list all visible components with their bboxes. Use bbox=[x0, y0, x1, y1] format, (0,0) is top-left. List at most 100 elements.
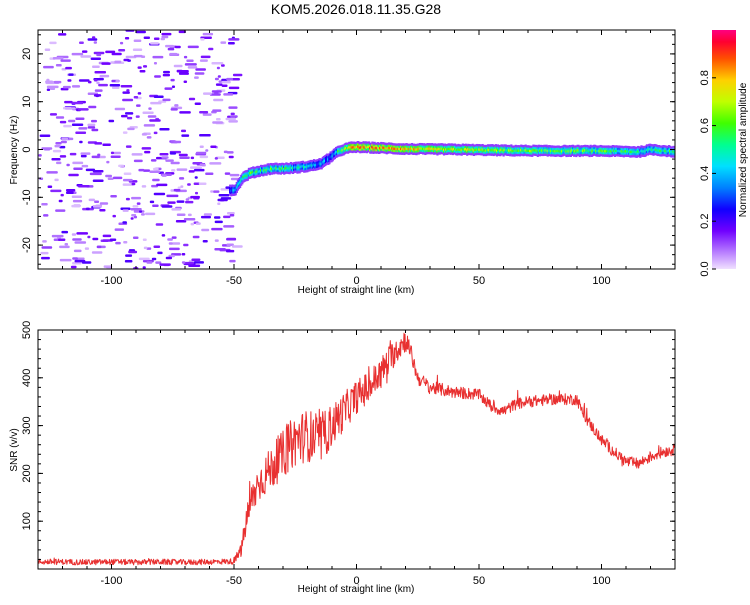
noise-speckle bbox=[169, 52, 178, 56]
noise-speckle bbox=[55, 116, 65, 119]
ridge-core bbox=[564, 149, 567, 152]
ridge-core bbox=[616, 149, 619, 153]
ridge-core bbox=[607, 149, 610, 153]
ridge-core bbox=[653, 148, 656, 151]
noise-speckle bbox=[108, 119, 115, 123]
ridge-core bbox=[449, 148, 452, 151]
noise-speckle bbox=[113, 151, 121, 155]
noise-speckle bbox=[221, 64, 225, 67]
noise-speckle bbox=[179, 177, 185, 180]
ridge-core bbox=[433, 148, 436, 151]
ridge-core bbox=[571, 149, 575, 152]
noise-speckle bbox=[121, 114, 128, 118]
noise-speckle bbox=[133, 159, 143, 163]
noise-speckle bbox=[120, 165, 125, 168]
ridge-core bbox=[671, 150, 674, 154]
noise-speckle bbox=[191, 258, 201, 261]
noise-speckle bbox=[122, 183, 134, 186]
ridge-core bbox=[626, 150, 629, 153]
snr-y-tick-label: 100 bbox=[21, 512, 33, 530]
ridge-core bbox=[489, 148, 492, 151]
noise-speckle bbox=[92, 237, 99, 241]
noise-speckle bbox=[125, 197, 130, 201]
noise-speckle bbox=[145, 212, 156, 216]
ridge-core bbox=[348, 146, 351, 149]
ridge-core bbox=[355, 145, 359, 149]
ridge-core bbox=[241, 177, 244, 181]
ridge-core bbox=[254, 171, 257, 174]
noise-speckle bbox=[202, 32, 214, 36]
noise-speckle bbox=[195, 68, 206, 71]
ridge-core bbox=[288, 167, 291, 170]
noise-speckle bbox=[150, 101, 162, 105]
ridge-core bbox=[522, 149, 525, 152]
noise-speckle bbox=[123, 172, 132, 175]
noise-speckle bbox=[174, 104, 179, 107]
noise-speckle bbox=[194, 176, 198, 179]
ridge-core bbox=[632, 150, 635, 153]
ridge-core bbox=[639, 151, 642, 154]
noise-speckle bbox=[180, 185, 184, 188]
ridge-core bbox=[308, 164, 311, 168]
ridge-core bbox=[337, 150, 340, 153]
noise-speckle bbox=[139, 210, 143, 213]
noise-speckle bbox=[199, 134, 211, 137]
noise-speckle bbox=[153, 245, 161, 248]
noise-speckle bbox=[171, 242, 181, 245]
ridge-core bbox=[295, 165, 298, 169]
ridge-core bbox=[565, 150, 568, 153]
ridge-core bbox=[602, 149, 606, 153]
snr-x-tick-label: 50 bbox=[473, 575, 485, 587]
noise-speckle bbox=[56, 161, 62, 165]
ridge-core bbox=[385, 147, 388, 151]
noise-speckle bbox=[99, 74, 110, 78]
noise-speckle bbox=[110, 151, 115, 155]
noise-speckle bbox=[110, 194, 117, 198]
ridge-core bbox=[536, 150, 539, 153]
ridge-core bbox=[581, 149, 585, 153]
ridge-core bbox=[299, 165, 302, 168]
ridge-core bbox=[437, 147, 440, 150]
ridge-core bbox=[263, 168, 266, 172]
ridge-core bbox=[545, 148, 548, 152]
ridge-core bbox=[311, 164, 314, 167]
colorbar-label: Normalized spectral amplitude bbox=[738, 82, 749, 217]
ridge-core bbox=[376, 146, 380, 149]
noise-speckle bbox=[229, 173, 240, 177]
noise-speckle bbox=[65, 66, 72, 70]
ridge-core bbox=[527, 149, 531, 153]
ridge-core bbox=[499, 149, 502, 152]
ridge-core bbox=[339, 149, 342, 153]
noise-speckle bbox=[125, 145, 132, 148]
ridge-core bbox=[237, 182, 241, 185]
noise-speckle bbox=[135, 30, 146, 34]
ridge-core bbox=[514, 149, 517, 152]
noise-speckle bbox=[79, 140, 83, 144]
ridge-core bbox=[591, 149, 595, 152]
ridge-core bbox=[257, 170, 260, 173]
noise-speckle bbox=[210, 190, 214, 193]
noise-speckle bbox=[84, 247, 90, 250]
ridge-core bbox=[354, 146, 357, 149]
ridge-core bbox=[497, 148, 500, 152]
noise-speckle bbox=[214, 77, 219, 81]
ridge-core bbox=[579, 149, 582, 153]
ridge-core bbox=[377, 147, 381, 150]
ridge-core bbox=[652, 149, 655, 152]
ridge-core bbox=[474, 148, 478, 152]
noise-speckle bbox=[68, 173, 79, 177]
ridge-core bbox=[597, 149, 600, 153]
noise-speckle bbox=[220, 197, 232, 200]
noise-speckle bbox=[213, 98, 224, 102]
ridge-core bbox=[329, 155, 332, 159]
snr-y-tick-label: 200 bbox=[21, 464, 33, 482]
noise-speckle bbox=[152, 178, 160, 182]
ridge-core bbox=[660, 149, 663, 153]
colorbar: 0.0 0.2 0.4 0.6 0.8 Normalized spectral ampl… bbox=[699, 30, 749, 277]
ridge-core bbox=[465, 147, 468, 151]
ridge-core bbox=[291, 167, 295, 170]
ridge-core bbox=[516, 149, 520, 152]
noise-speckle bbox=[176, 168, 188, 171]
ridge-core bbox=[589, 149, 592, 152]
